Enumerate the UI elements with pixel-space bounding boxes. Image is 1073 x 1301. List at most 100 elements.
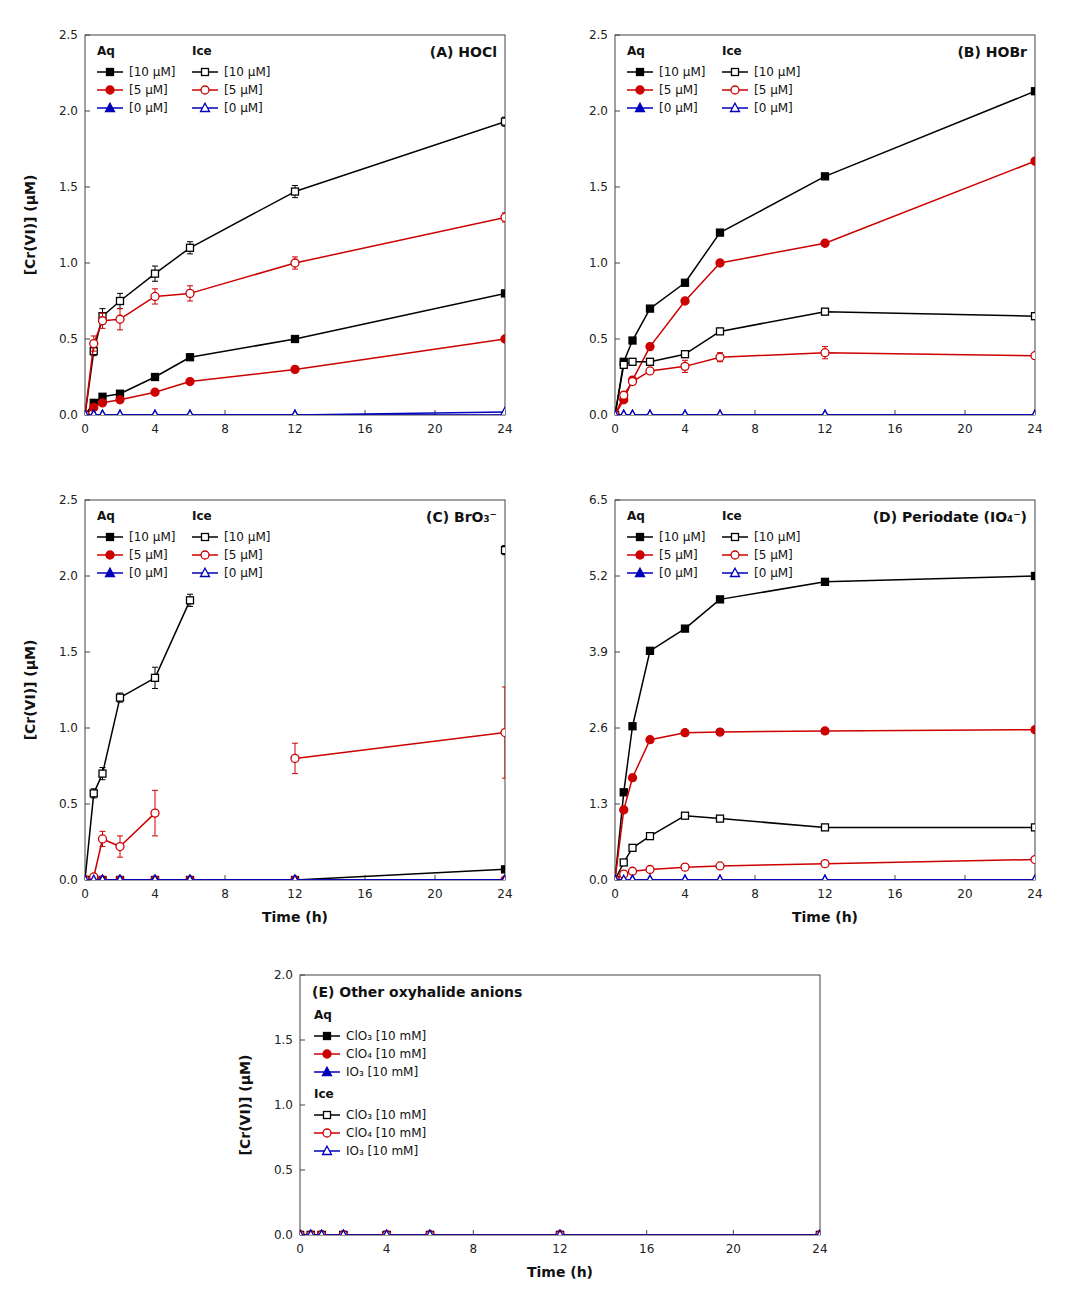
data-point [620, 859, 627, 866]
legend-group-title: Aq [627, 509, 645, 523]
legend-marker [323, 1050, 331, 1058]
data-point [318, 1231, 326, 1235]
data-point [318, 1231, 326, 1235]
x-tick-label: 16 [887, 887, 902, 901]
y-tick-label: 2.0 [274, 968, 293, 982]
data-point [1031, 410, 1036, 415]
data-point [647, 833, 654, 840]
data-point [339, 1230, 348, 1235]
legend-label: [10 μM] [129, 530, 175, 544]
data-point [717, 815, 724, 822]
y-tick [85, 500, 90, 501]
x-tick-label: 12 [552, 1242, 567, 1256]
data-point [502, 118, 506, 125]
series [300, 1230, 820, 1235]
error-bar [152, 266, 158, 281]
error-bar [91, 789, 97, 798]
y-tick-label: 0.5 [274, 1163, 293, 1177]
data-point [681, 863, 689, 871]
data-point [620, 391, 628, 399]
data-point [615, 875, 620, 880]
data-point [99, 399, 107, 407]
error-bar [630, 379, 636, 385]
data-point [682, 279, 689, 286]
legend-marker [732, 69, 739, 76]
y-tick-label: 5.2 [589, 569, 608, 583]
data-point [426, 1231, 434, 1235]
data-point [98, 410, 107, 415]
y-tick [300, 1105, 305, 1106]
data-point [1032, 824, 1036, 831]
legend-label: [5 μM] [659, 83, 698, 97]
plot-frame [615, 35, 1035, 415]
legend-label: [0 μM] [129, 101, 168, 115]
series [615, 573, 1035, 881]
data-point [717, 596, 724, 603]
y-tick [85, 35, 90, 36]
data-point [681, 410, 690, 415]
error-bar [717, 328, 723, 334]
data-point [1032, 88, 1036, 95]
data-point [619, 410, 628, 415]
legend-marker [106, 551, 114, 559]
data-layer [615, 573, 1035, 881]
error-bar [647, 368, 653, 374]
legend-marker [731, 551, 739, 559]
data-point [152, 270, 159, 277]
y-tick [85, 652, 90, 653]
series-line [615, 730, 1035, 880]
y-tick-label: 1.0 [59, 256, 78, 270]
x-tick-label: 8 [221, 887, 229, 901]
data-point [556, 1231, 564, 1235]
plot-frame [85, 35, 505, 415]
legend-marker [106, 86, 114, 94]
error-bar [117, 693, 123, 702]
x-tick-label: 12 [287, 887, 302, 901]
data-point [383, 1231, 391, 1235]
data-point [1031, 352, 1035, 360]
legend-marker [637, 69, 644, 76]
data-point [716, 862, 724, 870]
x-tick-label: 20 [726, 1242, 741, 1256]
y-tick-label: 2.5 [589, 28, 608, 42]
x-tick-label: 8 [751, 422, 759, 436]
data-point [620, 806, 628, 814]
y-tick-label: 1.5 [59, 180, 78, 194]
panel-title: (B) HOBr [957, 44, 1027, 60]
y-tick-label: 0.0 [589, 873, 608, 887]
y-tick [85, 111, 90, 112]
plot-frame [85, 500, 505, 880]
data-point [620, 789, 627, 796]
panel: 048121620240.00.51.01.52.02.5[Cr(VI)] (μ… [22, 28, 513, 436]
legend-marker [636, 86, 644, 94]
data-point [822, 578, 829, 585]
data-layer [85, 117, 505, 415]
error-bar [502, 117, 505, 126]
y-axis-label: [Cr(VI)] (μM) [22, 640, 38, 741]
error-bar [292, 743, 298, 773]
data-point [291, 876, 299, 880]
error-bar [502, 213, 505, 222]
legend-label: [10 μM] [659, 65, 705, 79]
error-bar [187, 242, 193, 254]
panel-title: (A) HOCl [430, 44, 497, 60]
series [615, 875, 1035, 880]
data-layer [300, 1230, 820, 1235]
y-tick [300, 975, 305, 976]
error-bar [100, 768, 106, 780]
error-bar [292, 185, 298, 197]
panel-title: (E) Other oxyhalide anions [312, 984, 522, 1000]
series [85, 290, 505, 415]
x-tick-label: 24 [497, 422, 512, 436]
data-point [151, 875, 160, 880]
x-tick-label: 24 [497, 887, 512, 901]
series [615, 410, 1035, 415]
series-line [85, 600, 190, 880]
series [615, 410, 1035, 415]
data-point [682, 812, 689, 819]
y-tick [85, 576, 90, 577]
legend-label: [5 μM] [129, 83, 168, 97]
data-point [646, 367, 654, 375]
error-bar [91, 336, 97, 351]
data-point [629, 358, 636, 365]
